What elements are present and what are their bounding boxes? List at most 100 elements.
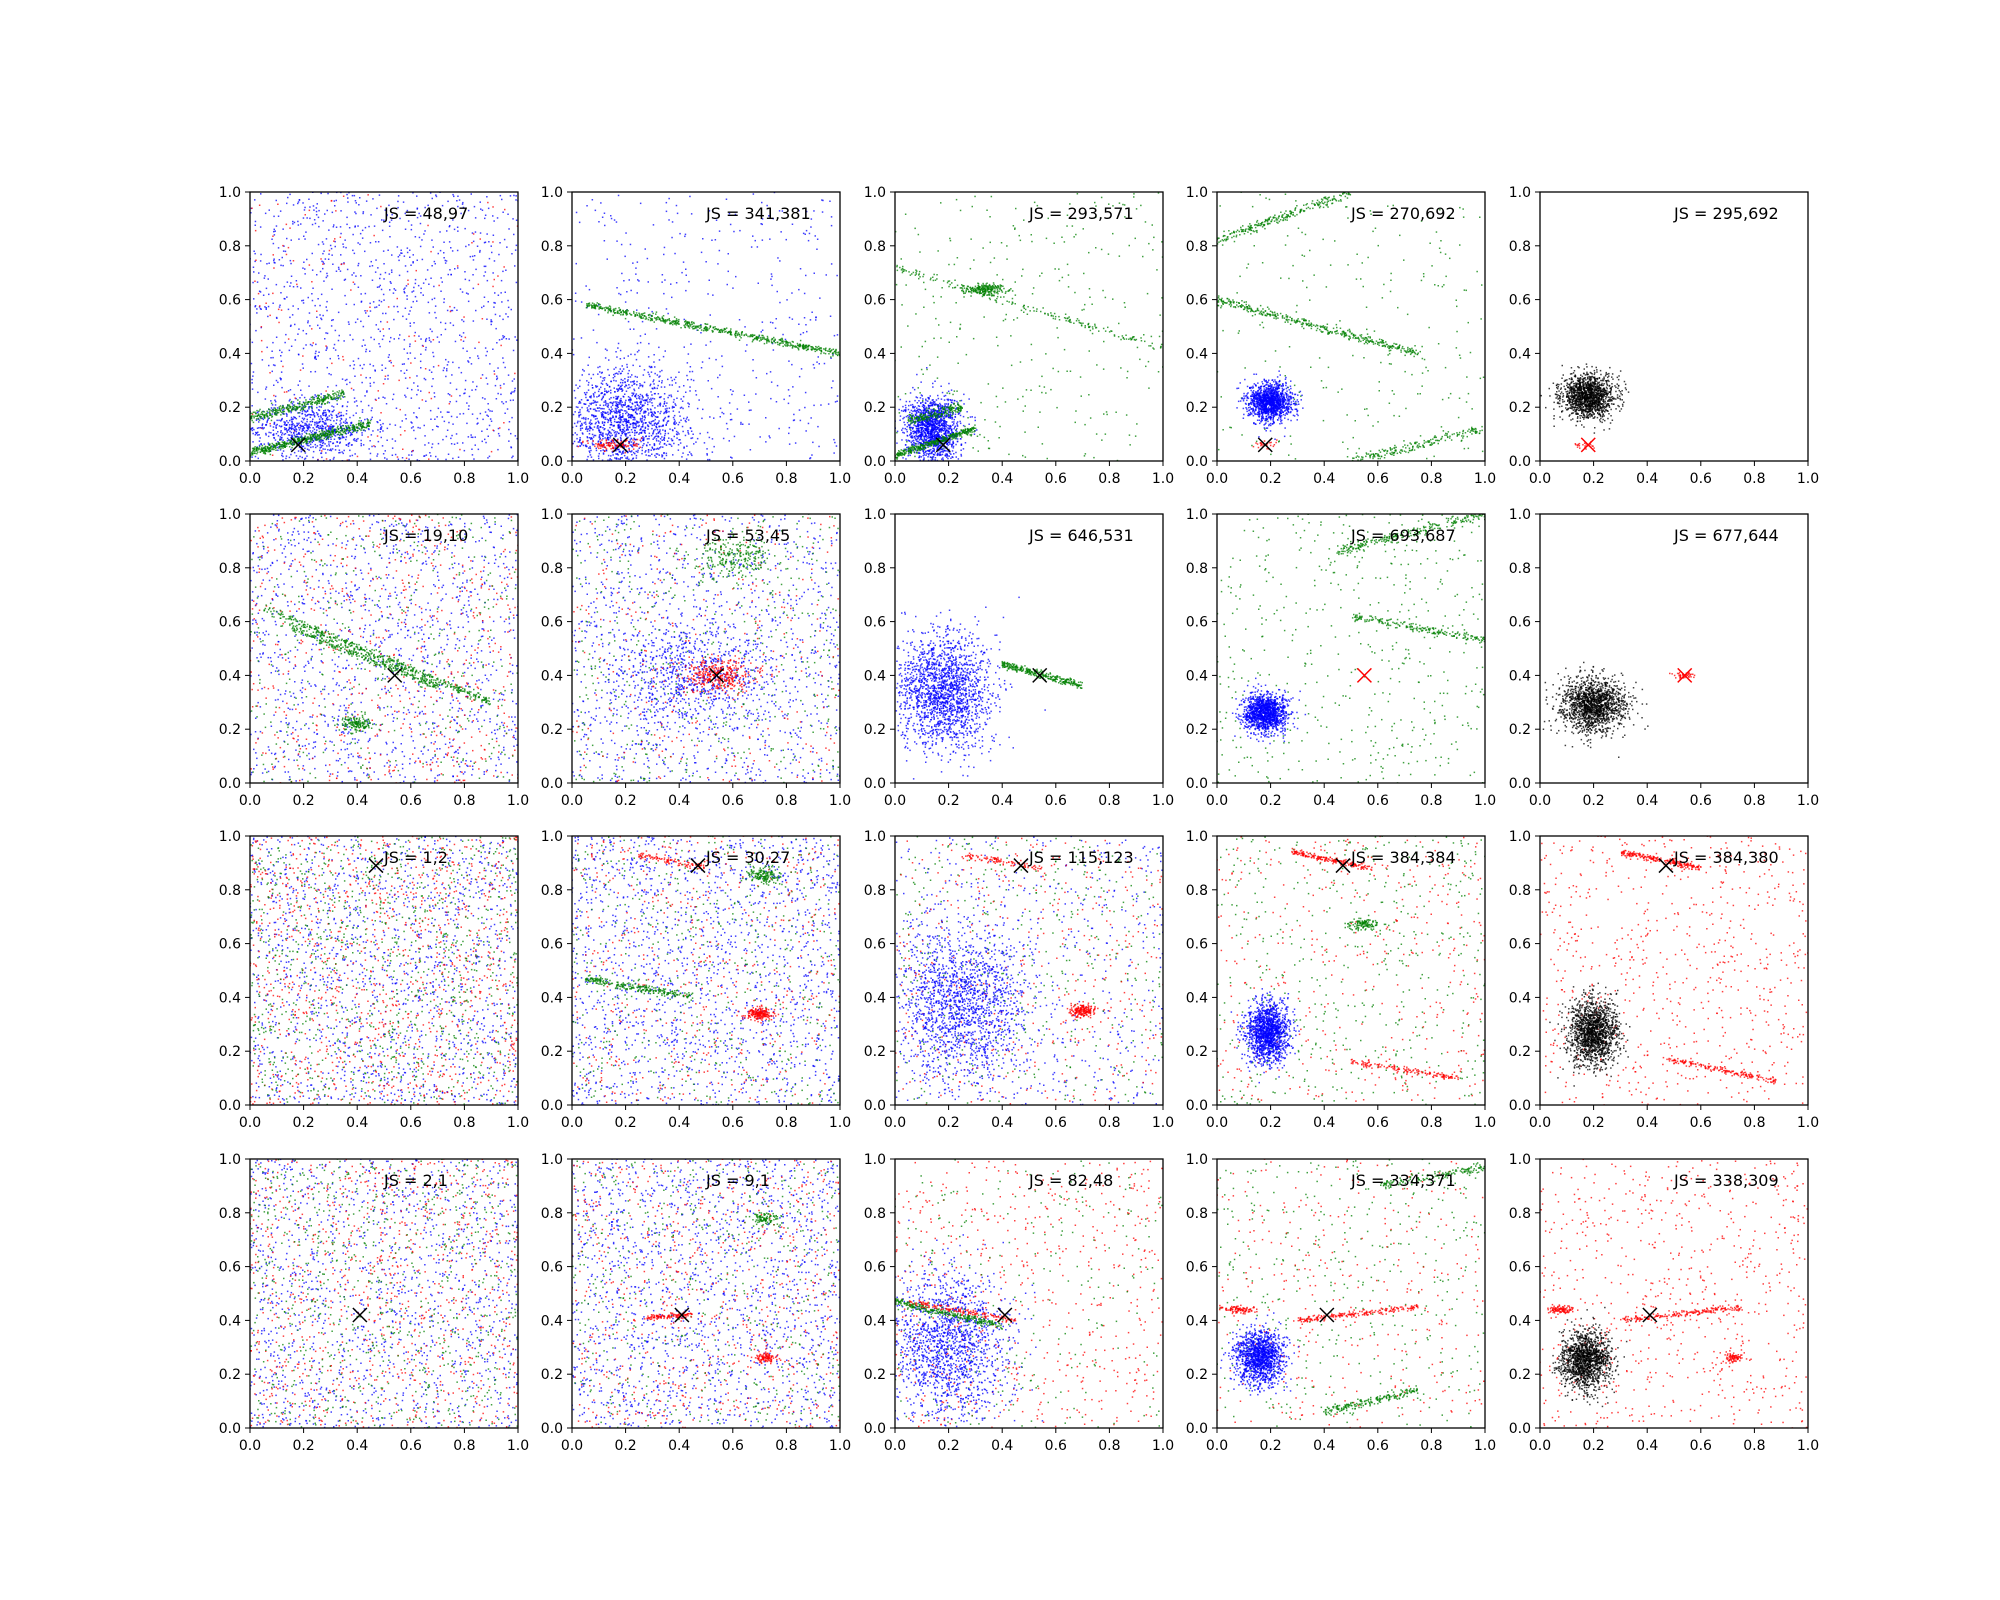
point <box>669 428 671 430</box>
point <box>277 441 279 443</box>
point <box>381 445 384 447</box>
point <box>297 439 299 441</box>
point <box>326 437 329 440</box>
point <box>414 331 416 334</box>
point <box>585 428 587 430</box>
point <box>293 404 296 406</box>
point <box>326 435 328 438</box>
point <box>663 412 665 415</box>
point <box>618 292 620 295</box>
point <box>601 216 604 218</box>
point <box>820 352 822 355</box>
point <box>766 340 768 343</box>
point <box>351 424 354 426</box>
point <box>460 335 463 338</box>
point <box>668 407 671 409</box>
point <box>579 445 582 447</box>
point <box>316 438 318 440</box>
point <box>277 449 279 451</box>
point <box>282 439 284 441</box>
point <box>340 232 342 235</box>
point <box>334 245 336 248</box>
point <box>330 398 332 400</box>
point <box>282 447 284 449</box>
point <box>579 385 581 388</box>
point <box>282 443 284 446</box>
point <box>616 445 618 447</box>
y-tick-label: 0.4 <box>219 346 241 362</box>
point <box>339 451 341 454</box>
point <box>341 435 344 438</box>
point <box>317 243 320 246</box>
point <box>633 380 635 382</box>
point <box>589 423 592 426</box>
point <box>604 404 607 406</box>
point <box>283 441 286 444</box>
point <box>638 280 640 282</box>
point <box>650 421 653 423</box>
point <box>297 402 299 405</box>
point <box>669 443 672 446</box>
point <box>586 304 588 307</box>
point <box>349 424 352 427</box>
point <box>633 389 636 392</box>
point <box>319 400 321 403</box>
point <box>579 379 581 382</box>
point <box>252 266 255 268</box>
point <box>606 391 609 393</box>
point <box>352 338 354 341</box>
point <box>586 436 588 438</box>
point <box>514 372 516 375</box>
point <box>295 408 298 411</box>
point <box>652 433 654 435</box>
point <box>311 409 313 412</box>
point <box>357 357 360 360</box>
point <box>397 195 400 197</box>
point <box>287 308 290 311</box>
point <box>660 386 663 388</box>
point <box>572 456 574 458</box>
point <box>803 292 806 295</box>
point <box>657 316 660 319</box>
point <box>281 256 283 259</box>
point <box>809 319 812 321</box>
point <box>409 376 411 379</box>
point <box>337 437 340 439</box>
point <box>659 441 662 443</box>
point <box>353 272 355 274</box>
point <box>342 414 345 417</box>
point <box>317 459 319 461</box>
point <box>272 235 274 237</box>
point <box>594 418 597 420</box>
point <box>282 407 284 409</box>
point <box>679 407 682 409</box>
point <box>752 335 754 337</box>
point <box>266 410 268 412</box>
point <box>653 420 655 422</box>
point <box>311 293 313 295</box>
point <box>252 375 254 377</box>
point <box>448 225 451 228</box>
point <box>640 401 642 403</box>
point <box>318 430 321 433</box>
point <box>381 229 384 232</box>
point <box>612 377 615 379</box>
point <box>579 439 581 442</box>
point <box>622 421 624 423</box>
point <box>318 394 320 397</box>
point <box>286 420 288 422</box>
point <box>609 419 612 421</box>
point <box>658 359 661 361</box>
point <box>319 433 321 435</box>
point <box>663 292 665 295</box>
point <box>640 384 642 386</box>
point <box>615 409 617 411</box>
point <box>714 239 717 241</box>
point <box>326 434 329 436</box>
point <box>304 413 306 416</box>
point <box>349 416 351 419</box>
point <box>585 445 587 447</box>
point <box>378 299 381 302</box>
point <box>340 422 342 424</box>
point <box>414 282 417 285</box>
